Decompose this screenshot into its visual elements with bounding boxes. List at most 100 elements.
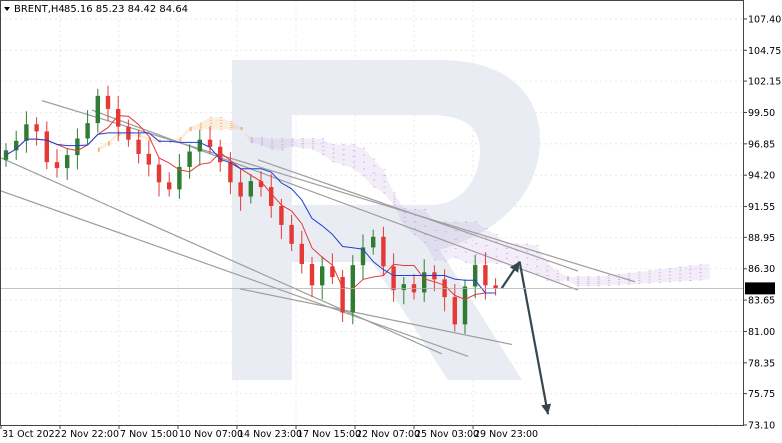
cloud-segment: [363, 148, 374, 187]
candle-body: [136, 139, 141, 154]
plot-frame: [0, 0, 744, 426]
cloud-segment: [352, 144, 363, 176]
candle-body: [238, 182, 243, 197]
candle-body: [330, 266, 335, 278]
y-tick-label: 94.20: [748, 171, 775, 182]
cloud-segment: [383, 169, 394, 205]
cloud-segment: [138, 133, 149, 141]
cloud-segment: [505, 243, 516, 271]
cloud-segment: [577, 276, 588, 286]
x-tick-label: 10 Nov 07:00: [179, 429, 243, 440]
cloud-segment: [454, 221, 465, 263]
cloud-segment: [301, 138, 312, 149]
symbol-label: BRENT,H4: [14, 4, 65, 15]
cloud-segment: [556, 270, 567, 283]
cloud-segment: [291, 138, 302, 148]
candle-body: [85, 123, 90, 139]
candle-body: [483, 265, 488, 286]
cloud-segment: [628, 271, 639, 285]
cloud-segment: [373, 158, 384, 193]
candle-body: [462, 286, 468, 325]
trendline: [91, 109, 579, 291]
candle-body: [391, 266, 396, 291]
candle-body: [14, 140, 19, 151]
y-tick-label: 81.00: [748, 327, 775, 338]
candle-body: [493, 285, 498, 289]
candle-body: [54, 162, 60, 169]
candle-body: [187, 151, 192, 167]
candle-body: [156, 164, 162, 183]
kijun-line: [5, 132, 496, 294]
candle-body: [360, 247, 366, 266]
cloud-segment: [281, 138, 292, 150]
candle-body: [177, 166, 182, 190]
cloud-segment: [567, 276, 578, 286]
current-price-marker: 84.64: [745, 282, 775, 295]
cloud-segment: [444, 221, 455, 262]
cloud-segment: [597, 275, 608, 286]
cloud-segment: [97, 141, 108, 152]
cloud-segment: [669, 267, 680, 282]
candle-body: [452, 297, 457, 325]
cloud-segment: [108, 131, 119, 146]
cloud-segment: [199, 117, 210, 130]
candle-body: [371, 236, 376, 248]
candle-body: [95, 95, 100, 124]
candle-body: [309, 263, 315, 286]
forecast-arrow-down-head: [541, 403, 552, 415]
current-price-label: 84.64: [746, 284, 773, 295]
cloud-segment: [271, 138, 282, 150]
y-tick-label: 75.75: [748, 389, 775, 400]
y-tick-label: 107.40: [748, 14, 781, 25]
cloud-segment: [536, 245, 547, 281]
candle-body: [105, 95, 111, 109]
cloud-segment: [179, 127, 190, 142]
x-tick-label: 2 Nov 22:00: [61, 429, 119, 440]
forecast-arrow-down: [518, 261, 550, 415]
candle-body: [340, 277, 345, 313]
cloud-segment: [648, 269, 659, 283]
cloud-segment: [261, 137, 272, 150]
cloud-segment: [689, 264, 700, 281]
candle-body: [228, 162, 233, 183]
candle-body: [197, 139, 202, 152]
trendlines: [0, 100, 636, 357]
cloud-segment: [210, 117, 221, 130]
cloud-segment: [679, 266, 690, 282]
cloud-segment: [414, 209, 425, 243]
indicator-lines: [5, 115, 496, 301]
forecast-arrow-up-head: [509, 261, 520, 273]
y-tick-label: 96.85: [748, 139, 775, 150]
candle-body: [207, 139, 213, 147]
cloud-segment: [332, 144, 343, 165]
y-tick-label: 99.50: [748, 108, 775, 119]
y-tick-label: 83.65: [748, 296, 775, 307]
forecast-arrows: [500, 261, 552, 415]
symbol-dropdown-icon[interactable]: [4, 7, 10, 11]
y-tick-label: 104.75: [748, 46, 781, 57]
trendline: [0, 190, 469, 357]
x-tick-label: 31 Oct 2022: [2, 429, 61, 440]
x-axis: 31 Oct 2022 2 Nov 22:00 7 Nov 15:00 10 Nov …: [0, 425, 538, 440]
y-tick-label: 88.95: [748, 233, 775, 244]
cloud-segment: [465, 221, 476, 266]
cloud-segment: [312, 138, 323, 155]
candle-body: [218, 146, 223, 163]
candle-body: [279, 205, 284, 225]
y-tick-label: 78.35: [748, 358, 775, 369]
candle-body: [422, 272, 427, 293]
candle-body: [320, 266, 325, 286]
y-tick-label: 102.15: [748, 77, 781, 88]
trendline: [257, 159, 579, 272]
candle-body: [381, 236, 386, 267]
x-tick-label: 7 Nov 15:00: [120, 429, 178, 440]
candle-body: [269, 187, 274, 206]
y-axis: 107.40 104.75 102.15 99.50 96.85 94.20 91.55 88…: [743, 14, 781, 432]
cloud-segment: [230, 121, 241, 130]
ohlc-values: 85.16 85.23 84.42 84.64: [64, 4, 188, 15]
cloud-segment: [240, 127, 251, 143]
x-tick-label: 29 Nov 23:00: [474, 429, 538, 440]
candle-body: [299, 243, 304, 264]
y-tick-label: 73.10: [748, 421, 775, 432]
